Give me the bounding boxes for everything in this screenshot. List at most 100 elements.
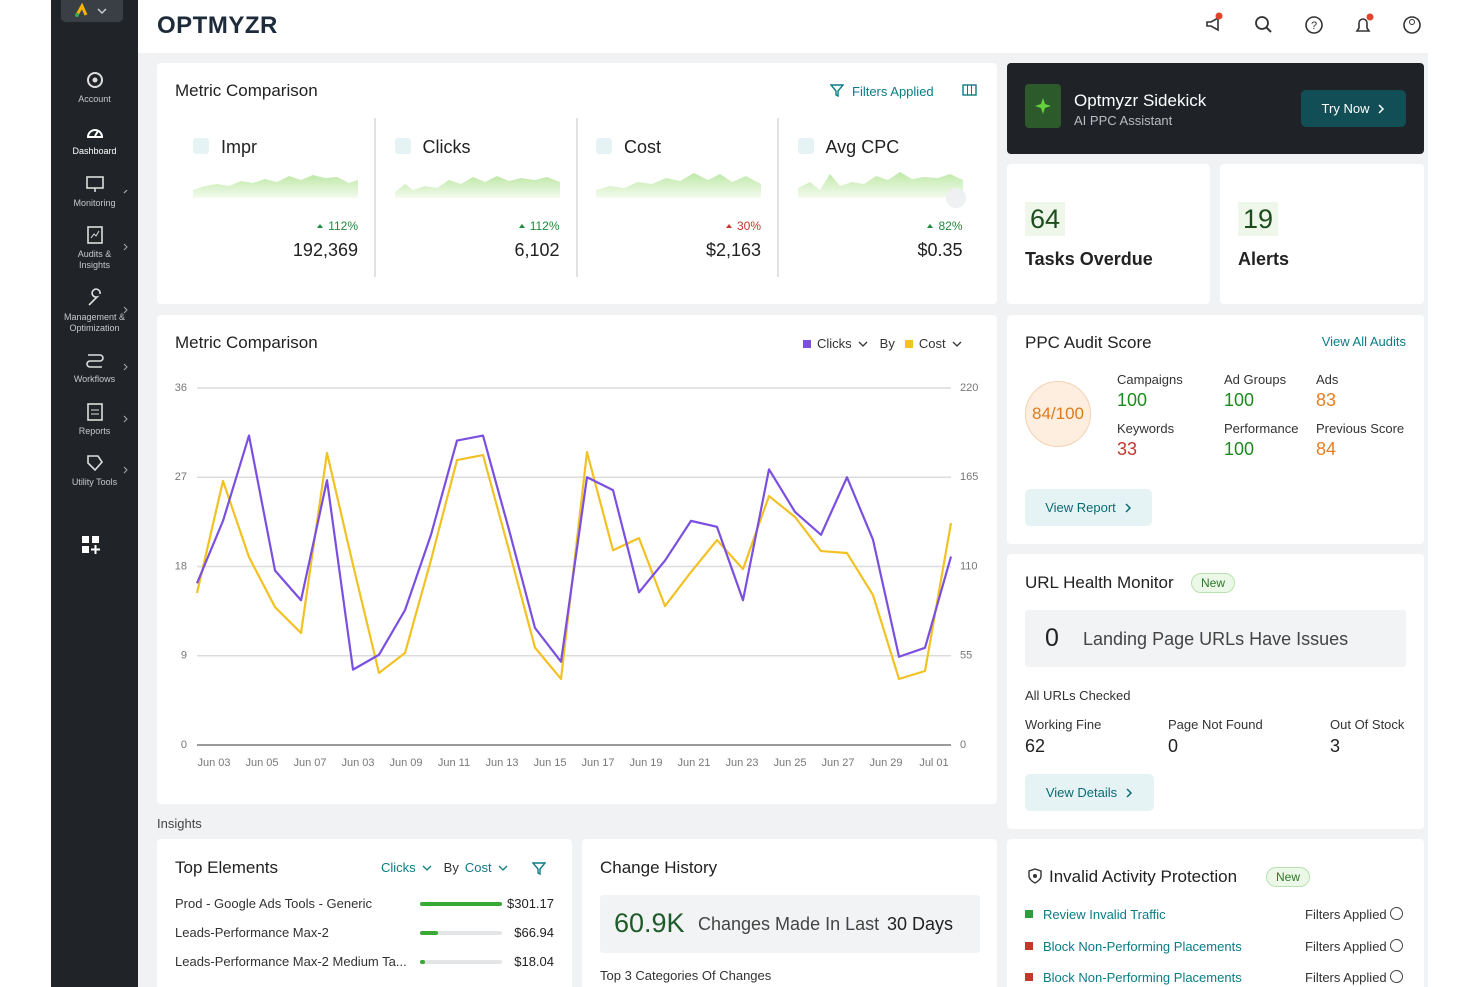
stat-value: 62 — [1025, 736, 1046, 756]
metric-name: Avg CPC — [825, 137, 900, 157]
audit-value: 100 — [1224, 390, 1255, 410]
metric-name: Cost — [624, 137, 662, 157]
alerts-label: Alerts — [1238, 249, 1290, 269]
chart-legend: Clicks By Cost — [803, 336, 962, 351]
legend-label[interactable]: Clicks — [817, 336, 852, 351]
button-label: View Report — [1045, 500, 1116, 515]
metric-name: Clicks — [422, 137, 471, 157]
nav-audits[interactable]: Audits & Insights — [51, 225, 138, 271]
try-now-button[interactable]: Try Now — [1301, 90, 1406, 127]
button-label: View Details — [1045, 785, 1118, 800]
button-label: Try Now — [1321, 101, 1370, 116]
alerts-value: 19 — [1238, 202, 1279, 236]
nav-chevrons — [123, 190, 128, 474]
audit-label: Ads — [1316, 372, 1339, 387]
metric-change: 30% — [726, 219, 761, 233]
icon — [85, 176, 104, 192]
tasks-label: Tasks Overdue — [1025, 249, 1153, 269]
chart-title: Metric Comparison — [175, 333, 318, 352]
bar-track — [420, 960, 502, 964]
element-value: $66.94 — [514, 925, 554, 940]
metric-icon — [596, 138, 612, 154]
nav-reports[interactable]: Reports — [51, 402, 138, 437]
filters-link[interactable]: Filters Applied — [852, 84, 934, 99]
nav-dashboard[interactable]: Dashboard — [51, 122, 138, 157]
tasks-card[interactable]: 64 Tasks Overdue — [1007, 164, 1210, 304]
divider — [576, 118, 578, 277]
element-name: Prod - Google Ads Tools - Generic — [175, 896, 373, 911]
checked-label: All URLs Checked — [1025, 688, 1131, 703]
sparkline — [193, 175, 358, 198]
metric-value: $0.35 — [917, 240, 963, 260]
icon — [86, 403, 103, 421]
rule-status: Filters Applied — [1305, 970, 1387, 985]
element-value: $18.04 — [514, 954, 554, 969]
icon — [86, 455, 103, 472]
columns-icon[interactable] — [962, 84, 978, 97]
sparkline — [596, 173, 761, 198]
metric-column: Clicks 112% 6,102 — [377, 118, 560, 278]
nav-account[interactable]: Account — [51, 70, 138, 105]
audit-value: 100 — [1224, 439, 1255, 459]
view-all-link[interactable]: View All Audits — [1321, 334, 1406, 349]
header: OPTMYZR ? — [138, 0, 1428, 53]
alerts-card[interactable]: 19 Alerts — [1220, 164, 1424, 304]
view-details-button[interactable]: View Details — [1025, 774, 1154, 811]
icon — [85, 354, 104, 368]
nav-utility[interactable]: Utility Tools — [51, 453, 138, 488]
top-elements-controls: Clicks By Cost — [381, 860, 546, 875]
metric-column: Avg CPC 82% $0.35 — [780, 118, 966, 278]
nav-label: Dashboard — [72, 146, 117, 156]
metric-icon — [797, 138, 814, 154]
changes-sub: Top 3 Categories Of Changes — [600, 968, 772, 983]
bar-track — [420, 931, 502, 935]
icon — [86, 72, 103, 88]
metric-select[interactable]: Cost — [464, 860, 492, 875]
metric-icon — [394, 138, 411, 154]
account-switcher[interactable] — [61, 0, 123, 22]
metric-icon — [193, 138, 209, 154]
element-value: $301.17 — [507, 896, 554, 911]
changes-period: 30 Days — [887, 914, 954, 934]
nav-monitoring[interactable]: Monitoring — [51, 174, 138, 209]
by-label: By — [879, 336, 895, 351]
shield-icon — [1028, 868, 1042, 884]
chart-card: Metric Comparison Clicks By Cost — [157, 315, 997, 804]
svg-text:?: ? — [1311, 20, 1317, 32]
nav-workflows[interactable]: Workflows — [51, 350, 138, 385]
bar — [420, 960, 425, 964]
url-health-card: URL Health Monitor New 0 Landing Page UR… — [1007, 554, 1424, 829]
change-history-card: Change History 60.9K Changes Made In Las… — [582, 839, 997, 987]
metric-name: Impr — [221, 137, 257, 157]
next-button[interactable] — [945, 188, 966, 208]
changes-value: 60.9K — [614, 908, 685, 938]
sparkline — [394, 176, 560, 198]
audit-value: 84 — [1316, 439, 1337, 459]
stat-label: Out Of Stock — [1330, 717, 1405, 732]
card-title: Metric Comparison — [175, 81, 318, 100]
bar — [420, 902, 502, 906]
sparkline — [797, 172, 963, 198]
info-icon — [1390, 970, 1403, 983]
rule-name[interactable]: Block Non-Performing Placements — [1043, 938, 1242, 954]
nav-label: Management & Optimization — [63, 312, 126, 333]
icon — [87, 288, 101, 306]
logo[interactable]: OPTMYZR — [157, 12, 278, 39]
view-report-button[interactable]: View Report — [1025, 489, 1152, 526]
legend-label[interactable]: Cost — [918, 336, 946, 351]
apps-icon[interactable] — [82, 536, 100, 554]
rule-status: Filters Applied — [1305, 907, 1387, 922]
new-badge: New — [1266, 867, 1311, 887]
card-title: Top Elements — [175, 858, 278, 877]
nav-label: Utility Tools — [71, 477, 118, 487]
sidekick-title: Optmyzr Sidekick — [1074, 91, 1207, 110]
metric-select[interactable]: Clicks — [381, 860, 416, 875]
icon — [86, 226, 103, 244]
status-bullet — [1025, 910, 1033, 918]
rule-name[interactable]: Review Invalid Traffic — [1043, 907, 1166, 922]
rule-name[interactable]: Block Non-Performing Placements — [1043, 970, 1242, 985]
nav-management[interactable]: Management & Optimization — [51, 288, 138, 334]
audit-value: 33 — [1117, 439, 1138, 459]
bar — [420, 931, 439, 935]
